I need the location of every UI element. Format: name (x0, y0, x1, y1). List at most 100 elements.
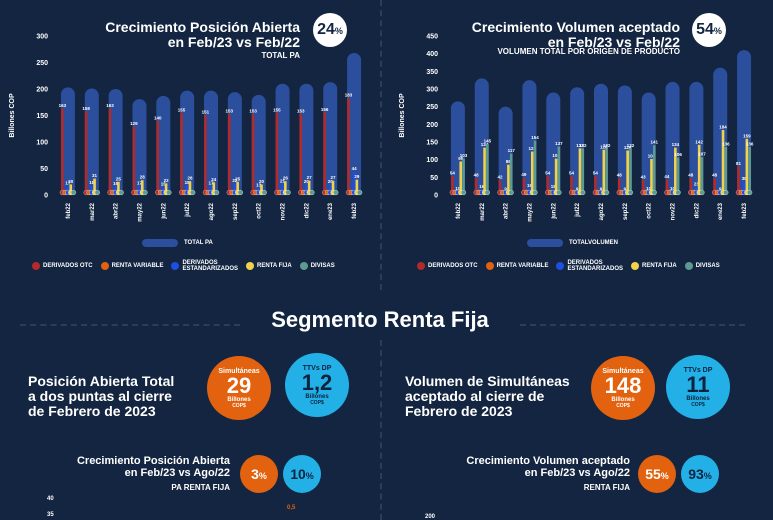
left-dot-ene23-4 (333, 189, 339, 196)
left-total-bar-feb22 (60, 87, 75, 195)
left-dot-ago22-4 (214, 189, 220, 196)
pa-sim-value: 29 (226, 372, 252, 398)
right-xlabel-oct22: oct22 (647, 202, 653, 218)
right-bar-nov22-s5 (676, 157, 680, 195)
right-bar-oct22-s4 (650, 158, 653, 195)
left-total-bar-nov22 (275, 83, 290, 195)
left-label-sep22-s1: 153 (225, 108, 233, 113)
r-legend-label-otc: DERIVADOS OTC (428, 263, 478, 269)
vol-sim-label: Simultáneas (602, 367, 644, 375)
left-bar-feb23-s3 (352, 171, 356, 195)
legend-label-de-2: ESTANDARIZADOS (182, 266, 239, 272)
right-label-sep22-s1: 48 (617, 173, 623, 178)
legend-label-rf: RENTA FIJA (257, 263, 292, 269)
left-total-bar-ene23 (323, 82, 338, 195)
pa-ttv-label: TTVs DP (302, 364, 332, 372)
r-legend-item-renta-fija: RENTA FIJA (631, 262, 677, 270)
left-label-dic22-s4: 27 (307, 175, 313, 180)
vol-ttvs-circle: TTVs DP 11 Billones COP$ (666, 355, 730, 419)
right-bar-ene23-s4 (721, 129, 725, 195)
r-legend-dot-div (684, 262, 693, 270)
left-total-bar-oct22 (251, 94, 266, 195)
pa-title-line2: a dos puntas al cierre (28, 388, 172, 404)
growth-vol-blue-value: 93 (688, 466, 704, 482)
vol-ttv-cur: COP$ (691, 401, 705, 408)
left-bar-feb23-s1 (347, 98, 350, 195)
right-y-tick-450: 450 (426, 34, 438, 41)
growth-pa-blue-value: 10 (290, 466, 306, 482)
right-dot-abr22-4 (508, 189, 514, 196)
right-bar-abr22-s4 (507, 164, 510, 195)
left-label-abr22-s4: 25 (116, 176, 122, 181)
left-label-jul22-s1: 155 (178, 107, 186, 112)
right-xlabel-mar22: mar22 (480, 202, 486, 220)
right-bar-oct22-s5 (652, 145, 656, 195)
right-bar-ene23-s1 (713, 178, 716, 195)
left-total-bar-mar22 (84, 88, 99, 195)
growth-pa-orange-badge: 3% (240, 455, 278, 493)
left-bar-jun22-s1 (156, 120, 160, 195)
left-bar-sep22-s4 (236, 181, 239, 195)
right-label-oct22-s4: 102 (648, 153, 656, 158)
left-label-mar22-s3: 18 (89, 180, 95, 185)
r-legend-label-de-1: DERIVADOS (567, 260, 603, 266)
vol-title-line2: aceptado al cierre de (405, 388, 545, 404)
growth-vol-subtitle: RENTA FIJA (583, 483, 630, 492)
right-y-tick-400: 400 (426, 51, 438, 58)
left-bar-mar22-s4 (93, 178, 96, 195)
left-chart-subtitle: TOTAL PA (261, 51, 300, 60)
vol-sim-value: 148 (604, 372, 642, 398)
legend-dot-rv (100, 262, 109, 270)
left-label-abr22-s3: 16 (113, 181, 119, 186)
right-xlabel-abr22: abr22 (504, 202, 510, 219)
left-bar-nov22-s4 (284, 181, 287, 195)
right-label-feb23-s3: 38 (742, 176, 748, 181)
left-bar-may22-s4 (140, 180, 144, 195)
left-bar-dic22-s3 (305, 184, 308, 195)
right-bar-dic22-s1 (689, 178, 693, 195)
r-legend-dot-otc (417, 262, 425, 270)
left-label-may22-s3: 17 (137, 180, 143, 185)
right-dot-feb23-4 (747, 189, 753, 196)
legend-totalvol-swatch (527, 239, 563, 247)
left-label-dic22-s1: 153 (297, 108, 305, 113)
right-bar-jun22-s4 (554, 158, 558, 195)
vol-title-line3: Febrero de 2023 (405, 403, 513, 419)
right-label-jul22-s5: 132 (579, 143, 587, 148)
left-label-feb22-s1: 163 (59, 103, 67, 108)
right-label-abr22-s5: 117 (508, 148, 516, 153)
r-legend-label-div: DIVISAS (695, 263, 720, 269)
right-y-axis-label: Billones COP (399, 93, 406, 138)
left-xlabel-feb23: feb23 (352, 202, 358, 218)
left-label-nov22-s3: 21 (280, 178, 286, 183)
right-y-tick-50: 50 (430, 175, 438, 182)
section-divider-right (520, 324, 745, 326)
left-total-bar-jun22 (156, 95, 171, 195)
pa-block-title: Posición Abierta Total a dos puntas al c… (28, 374, 174, 419)
right-bar-oct22-s1 (641, 179, 645, 195)
right-bar-may22-s5 (533, 140, 537, 195)
left-title-line1: Crecimiento Posición Abierta (105, 19, 300, 35)
right-xlabel-ago22: ago22 (599, 202, 605, 220)
right-label-ene23-s3: 9 (719, 186, 722, 191)
left-bar-dic22-s4 (307, 180, 311, 195)
right-label-jul22-s1: 54 (569, 170, 575, 175)
right-bar-feb23-s3 (742, 181, 746, 195)
left-badge-value: 24 (317, 21, 335, 38)
right-label-abr22-s1: 42 (498, 175, 504, 180)
left-label-jun22-s3: 15 (161, 182, 167, 187)
left-dot-may22-4 (142, 189, 148, 196)
legend-label-rv: RENTA VARIABLE (111, 263, 164, 269)
left-label-sep22-s3: 22 (232, 178, 238, 183)
right-chart-title: Crecimiento Volumen aceptado en Feb/23 v… (420, 20, 680, 50)
left-bar-sep22-s3 (233, 183, 237, 195)
left-y-tick-300: 300 (36, 34, 48, 41)
vol-ttv-unit: Billones (686, 395, 710, 402)
left-y-tick-150: 150 (36, 113, 48, 120)
left-label-may22-s4: 28 (140, 175, 146, 180)
left-label-oct22-s4: 20 (259, 179, 265, 184)
vol-ttv-value: 11 (686, 371, 710, 397)
left-label-mar22-s4: 31 (92, 173, 98, 178)
left-total-bar-dic22 (299, 83, 314, 195)
growth-pa-blue-pct: % (305, 471, 314, 481)
